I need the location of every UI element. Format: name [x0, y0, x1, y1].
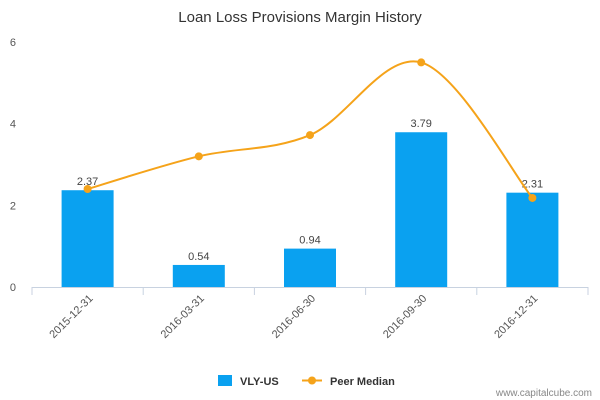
- bar: [395, 132, 448, 287]
- bar: [61, 190, 114, 287]
- peer-median-point: [194, 152, 203, 161]
- bar-data-label: 0.94: [299, 235, 320, 247]
- peer-median-point: [417, 58, 426, 67]
- peer-median-point: [528, 193, 537, 202]
- bar-data-label: 3.79: [410, 118, 431, 130]
- legend-label-line: Peer Median: [330, 376, 395, 388]
- bar-data-labels: 2.37 0.54 0.94 3.79 2.31: [77, 118, 543, 263]
- peer-median-points: [83, 58, 537, 202]
- x-tick-label: 2016-09-30: [381, 293, 429, 341]
- x-axis: 2015-12-31 2016-03-31 2016-06-30 2016-09-30…: [31, 287, 589, 341]
- x-tick-label: 2016-03-31: [159, 293, 207, 341]
- peer-median-point: [83, 185, 92, 193]
- legend-swatch-line-marker: [308, 376, 316, 385]
- bar: [506, 192, 559, 287]
- legend-swatch-bar: [218, 375, 232, 386]
- bar-data-label: 2.31: [522, 179, 543, 191]
- y-tick-label: 2: [10, 200, 16, 212]
- x-tick-label: 2016-06-30: [270, 293, 318, 341]
- bar: [172, 264, 225, 287]
- legend-label-bar: VLY-US: [240, 376, 279, 388]
- y-tick-label: 0: [10, 282, 16, 294]
- y-axis: 0 2 4 6: [10, 37, 16, 294]
- y-tick-label: 6: [10, 37, 16, 49]
- bar: [284, 248, 336, 287]
- chart-title: Loan Loss Provisions Margin History: [178, 9, 422, 26]
- peer-median-line: [87, 60, 534, 199]
- bar-data-label: 2.37: [77, 176, 98, 188]
- source-credit: www.capitalcube.com: [495, 388, 592, 399]
- peer-median-point: [306, 131, 314, 140]
- bar-series: [61, 132, 559, 287]
- bar-data-label: 0.54: [188, 251, 209, 263]
- x-tick-label: 2015-12-31: [47, 293, 95, 341]
- y-tick-label: 4: [10, 119, 16, 131]
- x-tick-label: 2016-12-31: [492, 293, 540, 341]
- legend: VLY-US Peer Median: [218, 375, 395, 388]
